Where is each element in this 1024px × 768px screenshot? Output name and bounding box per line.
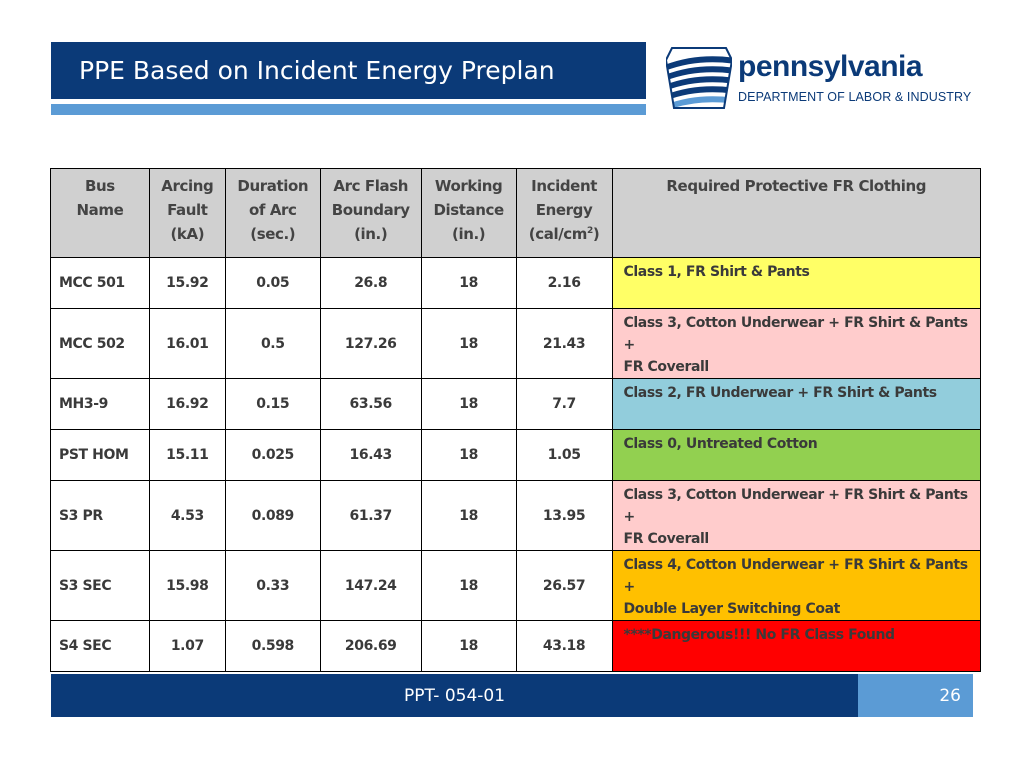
footer-bar: PPT- 054-01 <box>51 674 858 717</box>
keystone-icon <box>666 47 732 109</box>
bus-name-cell: PST HOM <box>50 429 150 481</box>
table-row: MCC 502 16.01 0.5 127.26 18 21.43 Class 3, Cot… <box>50 308 982 379</box>
incident-energy-cell: 13.95 <box>515 480 613 551</box>
clothing-cell: Class 3, Cotton Underwear + FR Shirt & P… <box>611 308 982 379</box>
table-row: S3 SEC 15.98 0.33 147.24 18 26.57 Class 4, Cot… <box>50 550 982 621</box>
incident-energy-cell: 43.18 <box>515 620 613 672</box>
header-bus-name: Bus Name <box>50 168 150 258</box>
clothing-line: Class 3, Cotton Underwear + FR Shirt & P… <box>623 487 968 525</box>
bus-name-cell: S3 PR <box>50 480 150 551</box>
incident-energy-cell: 7.7 <box>515 378 613 430</box>
duration-cell: 0.598 <box>224 620 321 672</box>
boundary-cell: 61.37 <box>319 480 422 551</box>
duration-cell: 0.5 <box>224 308 321 379</box>
table-row: MCC 501 15.92 0.05 26.8 18 2.16 Class 1, FR Sh… <box>50 257 982 309</box>
header-clothing: Required Protective FR Clothing <box>611 168 982 258</box>
clothing-line: Class 1, FR Shirt & Pants <box>623 264 810 280</box>
arcing-fault-cell: 15.11 <box>148 429 226 481</box>
bus-name-cell: MCC 502 <box>50 308 150 379</box>
boundary-cell: 206.69 <box>319 620 422 672</box>
boundary-cell: 26.8 <box>319 257 422 309</box>
clothing-cell: Class 4, Cotton Underwear + FR Shirt & P… <box>611 550 982 621</box>
clothing-cell: Class 2, FR Underwear + FR Shirt & Pants <box>611 378 982 430</box>
boundary-cell: 147.24 <box>319 550 422 621</box>
table-row: S4 SEC 1.07 0.598 206.69 18 43.18 ****Dangerou… <box>50 620 982 672</box>
clothing-cell: ****Dangerous!!! No FR Class Found <box>611 620 982 672</box>
arcing-fault-cell: 15.98 <box>148 550 226 621</box>
clothing-cell: Class 1, FR Shirt & Pants <box>611 257 982 309</box>
header-arcing-fault: Arcing Fault (kA) <box>148 168 226 258</box>
distance-cell: 18 <box>420 620 517 672</box>
table-row: S3 PR 4.53 0.089 61.37 18 13.95 Class 3, Cotto… <box>50 480 982 551</box>
distance-cell: 18 <box>420 378 517 430</box>
clothing-line: FR Coverall <box>623 359 710 375</box>
clothing-line: Double Layer Switching Coat <box>623 601 841 617</box>
duration-cell: 0.025 <box>224 429 321 481</box>
table-row: MH3-9 16.92 0.15 63.56 18 7.7 Class 2, FR Unde… <box>50 378 982 430</box>
bus-name-cell: S3 SEC <box>50 550 150 621</box>
table-row: PST HOM 15.11 0.025 16.43 18 1.05 Class 0, Unt… <box>50 429 982 481</box>
arcing-fault-cell: 4.53 <box>148 480 226 551</box>
bus-name-cell: S4 SEC <box>50 620 150 672</box>
slide-title-bar: PPE Based on Incident Energy Preplan <box>51 42 646 99</box>
incident-energy-cell: 26.57 <box>515 550 613 621</box>
header-duration: Duration of Arc (sec.) <box>224 168 321 258</box>
boundary-cell: 127.26 <box>319 308 422 379</box>
arcing-fault-cell: 16.01 <box>148 308 226 379</box>
title-accent-bar <box>51 104 646 115</box>
header-working-distance: Working Distance (in.) <box>420 168 517 258</box>
footer-page-box: 26 <box>858 674 973 717</box>
logo-subtitle: DEPARTMENT OF LABOR & INDUSTRY <box>738 90 972 104</box>
duration-cell: 0.15 <box>224 378 321 430</box>
arcing-fault-cell: 16.92 <box>148 378 226 430</box>
clothing-line: Class 0, Untreated Cotton <box>623 436 818 452</box>
bus-name-cell: MH3-9 <box>50 378 150 430</box>
duration-cell: 0.05 <box>224 257 321 309</box>
duration-cell: 0.33 <box>224 550 321 621</box>
distance-cell: 18 <box>420 308 517 379</box>
distance-cell: 18 <box>420 429 517 481</box>
header-arc-flash-boundary: Arc Flash Boundary (in.) <box>319 168 422 258</box>
pennsylvania-logo: pennsylvania DEPARTMENT OF LABOR & INDUS… <box>666 44 986 114</box>
clothing-line: Class 4, Cotton Underwear + FR Shirt & P… <box>623 557 968 595</box>
clothing-line: FR Coverall <box>623 531 710 547</box>
distance-cell: 18 <box>420 480 517 551</box>
boundary-cell: 16.43 <box>319 429 422 481</box>
clothing-line: Class 2, FR Underwear + FR Shirt & Pants <box>623 385 938 401</box>
page-number: 26 <box>939 685 961 706</box>
duration-cell: 0.089 <box>224 480 321 551</box>
table-header-row: Bus Name Arcing Fault (kA) Duration of A… <box>50 168 982 258</box>
header-incident-energy: Incident Energy (cal/cm2) <box>515 168 613 258</box>
footer-code: PPT- 054-01 <box>403 685 506 706</box>
arcing-fault-cell: 1.07 <box>148 620 226 672</box>
incident-energy-cell: 21.43 <box>515 308 613 379</box>
distance-cell: 18 <box>420 257 517 309</box>
distance-cell: 18 <box>420 550 517 621</box>
incident-energy-cell: 1.05 <box>515 429 613 481</box>
logo-name: pennsylvania <box>738 50 923 83</box>
slide-title: PPE Based on Incident Energy Preplan <box>79 56 555 85</box>
clothing-cell: Class 0, Untreated Cotton <box>611 429 982 481</box>
bus-name-cell: MCC 501 <box>50 257 150 309</box>
clothing-line: ****Dangerous!!! No FR Class Found <box>623 627 896 643</box>
incident-energy-cell: 2.16 <box>515 257 613 309</box>
ppe-table: Bus Name Arcing Fault (kA) Duration of A… <box>50 168 982 672</box>
boundary-cell: 63.56 <box>319 378 422 430</box>
arcing-fault-cell: 15.92 <box>148 257 226 309</box>
clothing-line: Class 3, Cotton Underwear + FR Shirt & P… <box>623 315 968 353</box>
clothing-cell: Class 3, Cotton Underwear + FR Shirt & P… <box>611 480 982 551</box>
